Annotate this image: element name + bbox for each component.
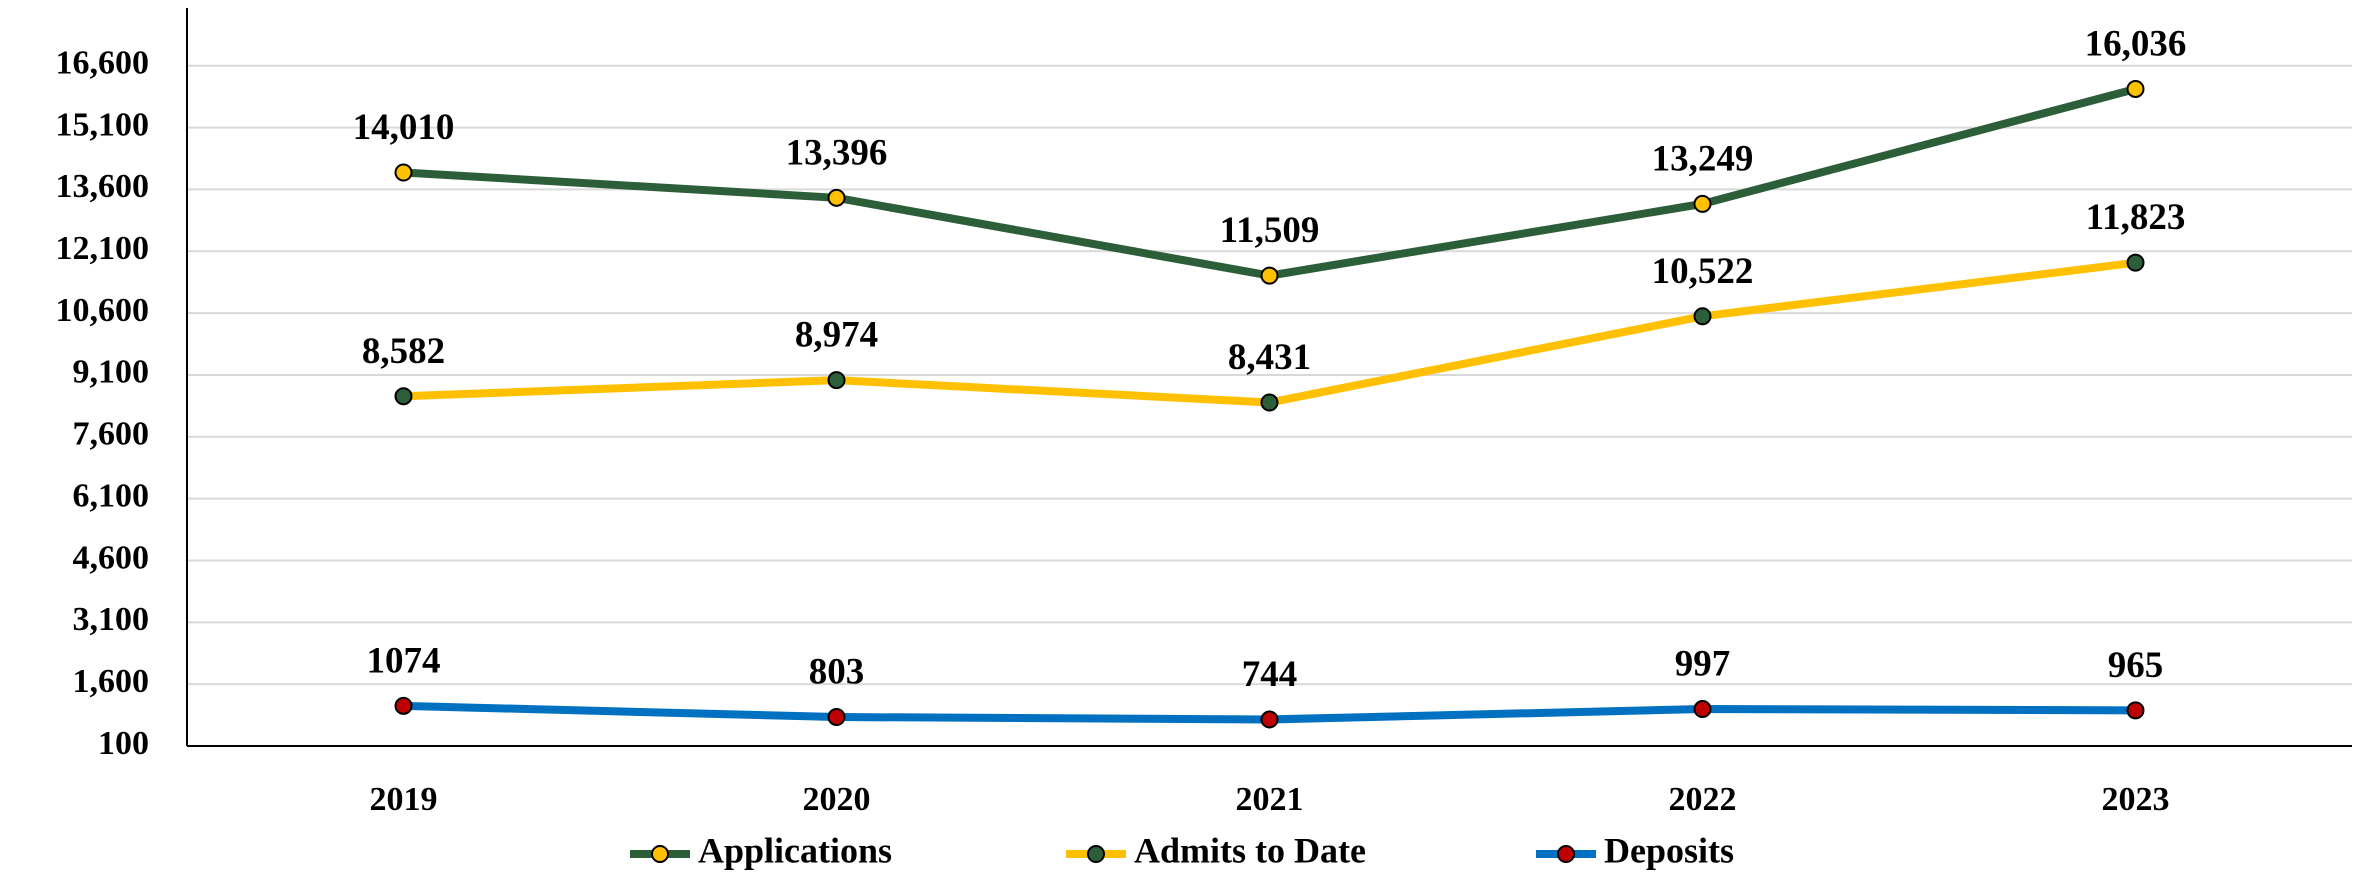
data-label: 8,974 xyxy=(795,315,878,356)
data-label: 8,582 xyxy=(362,331,445,372)
y-tick-label: 1,600 xyxy=(73,663,150,700)
y-tick-label: 7,600 xyxy=(73,416,150,453)
marker xyxy=(2126,701,2145,720)
legend-label: Admits to Date xyxy=(1134,830,1366,870)
data-label: 965 xyxy=(2108,645,2164,686)
marker xyxy=(394,387,413,406)
data-label: 744 xyxy=(1242,654,1298,695)
marker xyxy=(827,188,846,207)
legend-label: Applications xyxy=(698,830,892,870)
marker xyxy=(1693,194,1712,213)
x-tick-label: 2022 xyxy=(1669,781,1737,818)
marker xyxy=(827,371,846,390)
marker xyxy=(1693,307,1712,326)
marker xyxy=(1260,266,1279,285)
legend-marker xyxy=(1557,845,1575,863)
data-label: 16,036 xyxy=(2085,23,2187,64)
y-tick-label: 6,100 xyxy=(73,477,150,514)
marker xyxy=(1693,700,1712,719)
data-label: 997 xyxy=(1675,644,1731,685)
y-tick-label: 3,100 xyxy=(73,601,150,638)
marker xyxy=(2126,79,2145,98)
legend-marker xyxy=(1087,845,1105,863)
y-tick-label: 16,600 xyxy=(56,45,150,82)
y-tick-label: 4,600 xyxy=(73,539,150,576)
legend-label: Deposits xyxy=(1604,830,1734,870)
marker xyxy=(1260,393,1279,412)
x-tick-label: 2020 xyxy=(803,781,871,818)
marker xyxy=(1260,710,1279,729)
data-label: 8,431 xyxy=(1228,337,1311,378)
data-label: 1074 xyxy=(367,640,441,681)
y-tick-label: 13,600 xyxy=(56,168,150,205)
data-label: 10,522 xyxy=(1652,251,1754,292)
data-label: 13,249 xyxy=(1652,138,1754,179)
y-tick-label: 15,100 xyxy=(56,106,150,143)
marker xyxy=(827,708,846,727)
x-tick-label: 2023 xyxy=(2102,781,2170,818)
marker xyxy=(2126,253,2145,272)
x-tick-label: 2021 xyxy=(1236,781,1304,818)
legend-marker xyxy=(651,845,669,863)
data-label: 13,396 xyxy=(786,132,888,173)
data-label: 14,010 xyxy=(353,107,455,148)
data-label: 803 xyxy=(809,652,865,693)
marker xyxy=(394,696,413,715)
data-label: 11,509 xyxy=(1220,210,1320,251)
y-tick-label: 12,100 xyxy=(56,230,150,267)
y-tick-label: 9,100 xyxy=(73,354,150,391)
x-tick-label: 2019 xyxy=(370,781,438,818)
data-label: 11,823 xyxy=(2086,197,2186,238)
y-tick-label: 100 xyxy=(98,725,149,762)
y-tick-label: 10,600 xyxy=(56,292,150,329)
marker xyxy=(394,163,413,182)
